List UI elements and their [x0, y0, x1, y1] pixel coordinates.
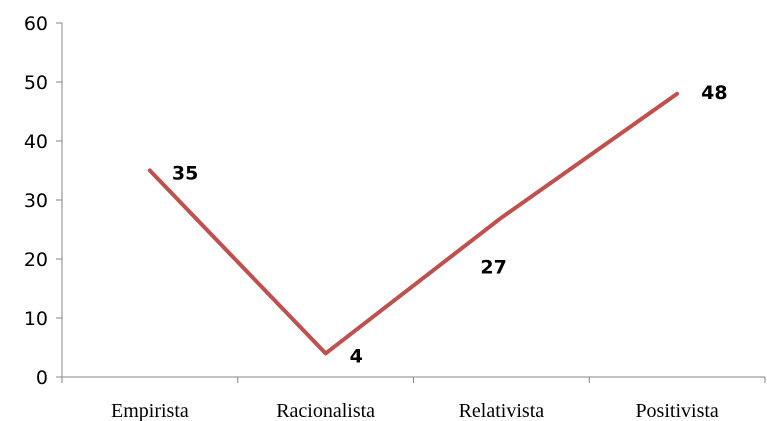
x-tick-label: Empirista [111, 400, 189, 421]
series-group [147, 91, 680, 356]
y-tick-label: 30 [24, 190, 48, 212]
x-tick-label: Positivista [635, 400, 718, 421]
data-label: 48 [701, 82, 727, 104]
y-axis: 0 10 20 30 40 50 60 [24, 13, 63, 389]
x-axis: Empirista Racionalista Relativista Positivi… [61, 376, 766, 421]
y-tick-label: 50 [24, 72, 48, 94]
data-labels-group: 35 4 27 48 [172, 82, 728, 368]
data-label: 27 [480, 257, 506, 279]
y-tick-label: 40 [24, 131, 48, 153]
series-line [147, 91, 680, 356]
y-tick-label: 60 [24, 13, 48, 35]
y-tick-label: 0 [36, 367, 48, 389]
data-label: 35 [172, 163, 198, 185]
y-tick-label: 10 [24, 308, 48, 330]
x-tick-label: Relativista [459, 400, 545, 421]
x-tick-label: Racionalista [276, 400, 375, 421]
data-label: 4 [350, 345, 363, 367]
y-tick-label: 20 [24, 249, 48, 271]
